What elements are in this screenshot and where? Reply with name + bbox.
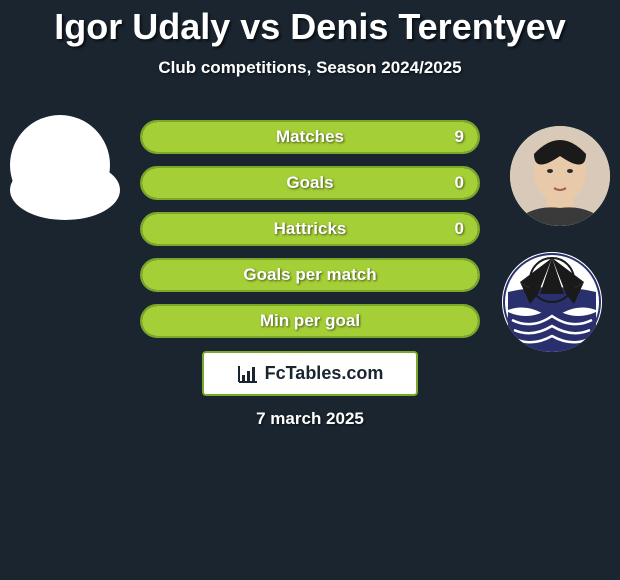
page-subtitle: Club competitions, Season 2024/2025	[0, 58, 620, 78]
stat-bar-label: Goals per match	[142, 260, 478, 290]
fctables-chart-icon	[237, 364, 259, 384]
player2-face-placeholder	[510, 126, 610, 226]
stat-bar: Hattricks0	[140, 212, 480, 246]
stat-bar: Matches9	[140, 120, 480, 154]
stat-bar-value-right: 0	[455, 168, 464, 198]
stat-bar: Goals0	[140, 166, 480, 200]
stat-bar-label: Goals	[142, 168, 478, 198]
baltika-logo-icon	[502, 252, 602, 352]
player1-club-logo	[10, 160, 120, 220]
stat-bars: Matches9Goals0Hattricks0Goals per matchM…	[140, 120, 480, 350]
branding-badge: FcTables.com	[202, 351, 418, 396]
stat-bar-label: Min per goal	[142, 306, 478, 336]
stat-bar: Goals per match	[140, 258, 480, 292]
stat-bar: Min per goal	[140, 304, 480, 338]
snapshot-date: 7 march 2025	[0, 409, 620, 429]
player2-club-logo	[502, 252, 602, 352]
branding-text: FcTables.com	[265, 363, 384, 384]
stat-bar-label: Matches	[142, 122, 478, 152]
stat-bar-label: Hattricks	[142, 214, 478, 244]
stat-bar-value-right: 9	[455, 122, 464, 152]
page-title: Igor Udaly vs Denis Terentyev	[0, 0, 620, 48]
stat-bar-value-right: 0	[455, 214, 464, 244]
player2-avatar	[510, 126, 610, 226]
